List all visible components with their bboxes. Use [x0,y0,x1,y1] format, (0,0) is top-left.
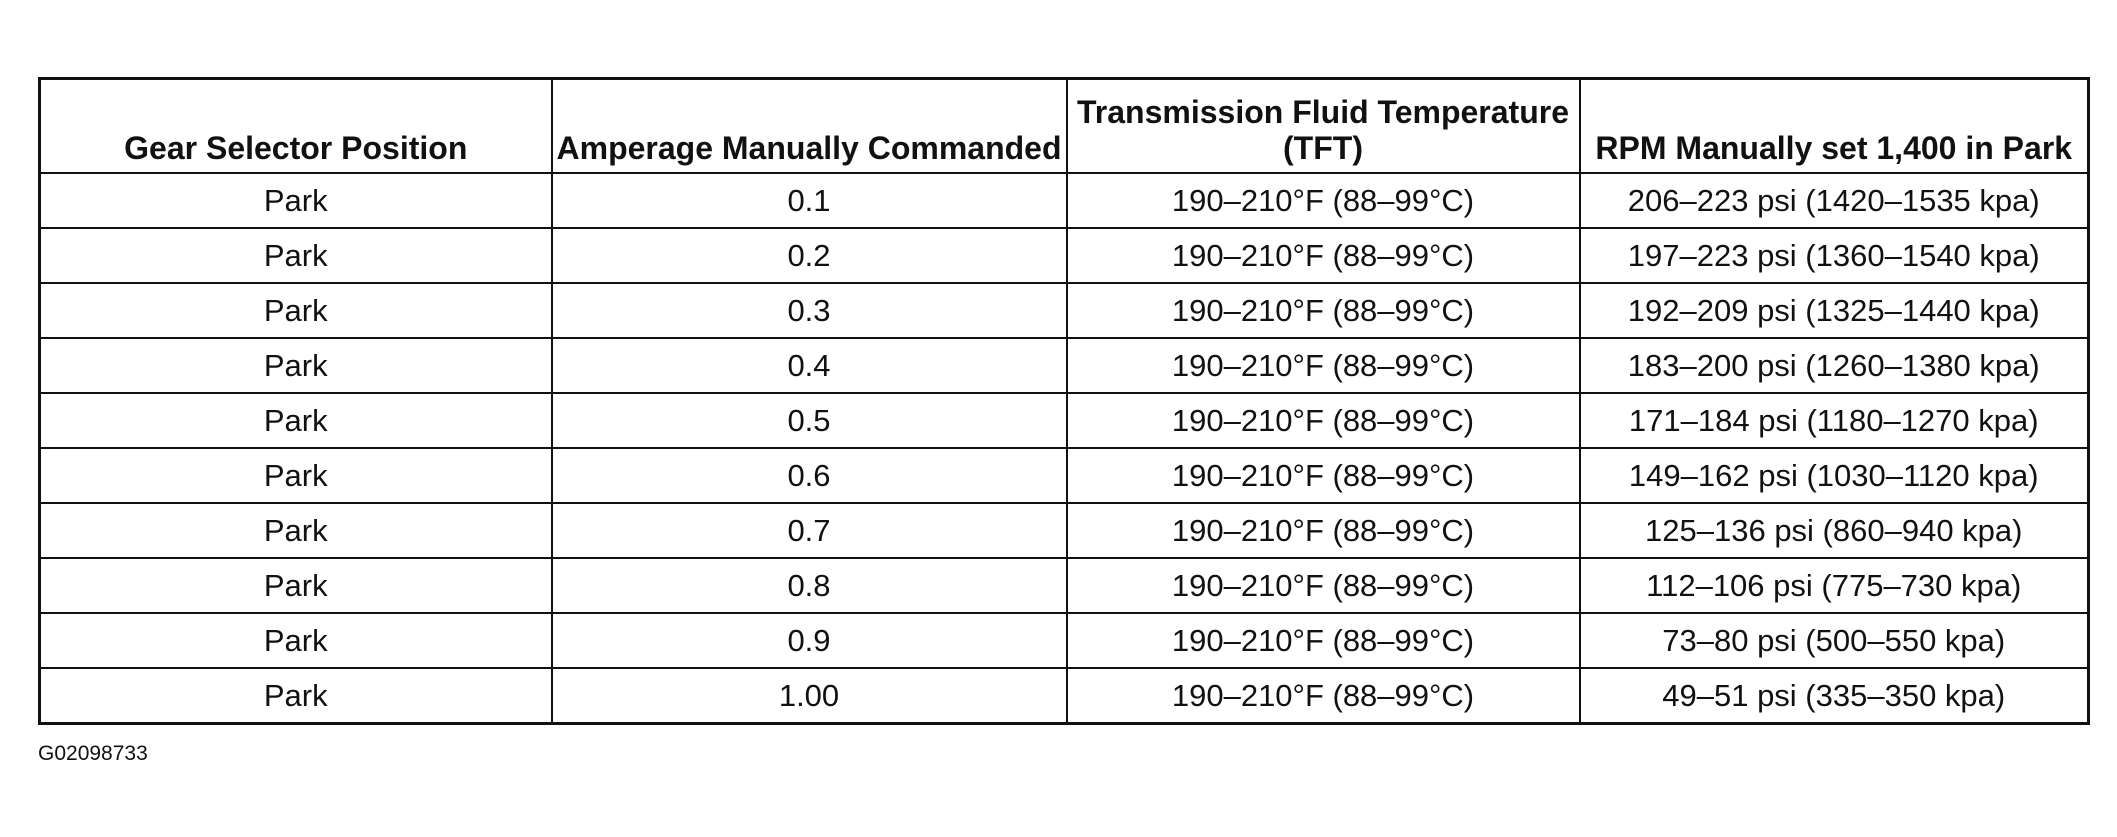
table-cell: 190–210°F (88–99°C) [1065,172,1581,229]
header-cell: Amperage Manually Commanded [550,77,1068,174]
table-cell: 183–200 psi (1260–1380 kpa) [1578,337,2090,394]
figure-id: G02098733 [38,742,148,765]
table-cell: Park [38,337,553,394]
table-cell: Park [38,612,553,669]
table-cell: 190–210°F (88–99°C) [1065,612,1581,669]
table-row: Park 0.3 190–210°F (88–99°C) 192–209 psi (1… [38,282,2090,339]
table-row: Park 0.6 190–210°F (88–99°C) 149–162 psi (1… [38,447,2090,504]
table-row: Park 0.9 190–210°F (88–99°C) 73–80 psi (500… [38,612,2090,669]
table-row: Park 0.8 190–210°F (88–99°C) 112–106 psi (7… [38,557,2090,614]
table-cell: 0.6 [550,447,1068,504]
table-cell: 197–223 psi (1360–1540 kpa) [1578,227,2090,284]
table-cell: 190–210°F (88–99°C) [1065,282,1581,339]
table-cell: 0.8 [550,557,1068,614]
header-row: Gear Selector Position Amperage Manually … [38,77,2090,174]
table-cell: Park [38,227,553,284]
table-cell: 192–209 psi (1325–1440 kpa) [1578,282,2090,339]
table-row: Park 0.7 190–210°F (88–99°C) 125–136 psi (8… [38,502,2090,559]
table-cell: 49–51 psi (335–350 kpa) [1578,667,2090,725]
table-cell: 190–210°F (88–99°C) [1065,227,1581,284]
table-cell: 206–223 psi (1420–1535 kpa) [1578,172,2090,229]
table-row: Park 0.5 190–210°F (88–99°C) 171–184 psi (1… [38,392,2090,449]
table-cell: 190–210°F (88–99°C) [1065,447,1581,504]
table-cell: Park [38,282,553,339]
table-cell: 0.5 [550,392,1068,449]
table-cell: Park [38,667,553,725]
header-cell: Gear Selector Position [38,77,553,174]
table-cell: 1.00 [550,667,1068,725]
table-cell: Park [38,172,553,229]
table-cell: 190–210°F (88–99°C) [1065,667,1581,725]
table-cell: 0.4 [550,337,1068,394]
table-cell: 149–162 psi (1030–1120 kpa) [1578,447,2090,504]
header-cell: RPM Manually set 1,400 in Park [1578,77,2090,174]
table-cell: 125–136 psi (860–940 kpa) [1578,502,2090,559]
table-cell: Park [38,392,553,449]
table-cell: 171–184 psi (1180–1270 kpa) [1578,392,2090,449]
table-cell: Park [38,502,553,559]
table-cell: 0.2 [550,227,1068,284]
table-cell: 190–210°F (88–99°C) [1065,337,1581,394]
data-table: Gear Selector Position Amperage Manually … [38,77,2090,725]
table-cell: 73–80 psi (500–550 kpa) [1578,612,2090,669]
table-row: Park 1.00 190–210°F (88–99°C) 49–51 psi (33… [38,667,2090,725]
table-cell: 0.7 [550,502,1068,559]
header-cell: Transmission Fluid Temperature (TFT) [1065,77,1581,174]
table-cell: 112–106 psi (775–730 kpa) [1578,557,2090,614]
table-cell: Park [38,447,553,504]
table-cell: Park [38,557,553,614]
table-cell: 0.3 [550,282,1068,339]
table-body: Park 0.1 190–210°F (88–99°C) 206–223 psi (1… [38,172,2090,725]
table-row: Park 0.2 190–210°F (88–99°C) 197–223 psi (1… [38,227,2090,284]
table-row: Park 0.4 190–210°F (88–99°C) 183–200 psi (1… [38,337,2090,394]
table-cell: 190–210°F (88–99°C) [1065,502,1581,559]
table-cell: 0.9 [550,612,1068,669]
table-cell: 0.1 [550,172,1068,229]
table-row: Park 0.1 190–210°F (88–99°C) 206–223 psi (1… [38,172,2090,229]
table-cell: 190–210°F (88–99°C) [1065,557,1581,614]
table-cell: 190–210°F (88–99°C) [1065,392,1581,449]
